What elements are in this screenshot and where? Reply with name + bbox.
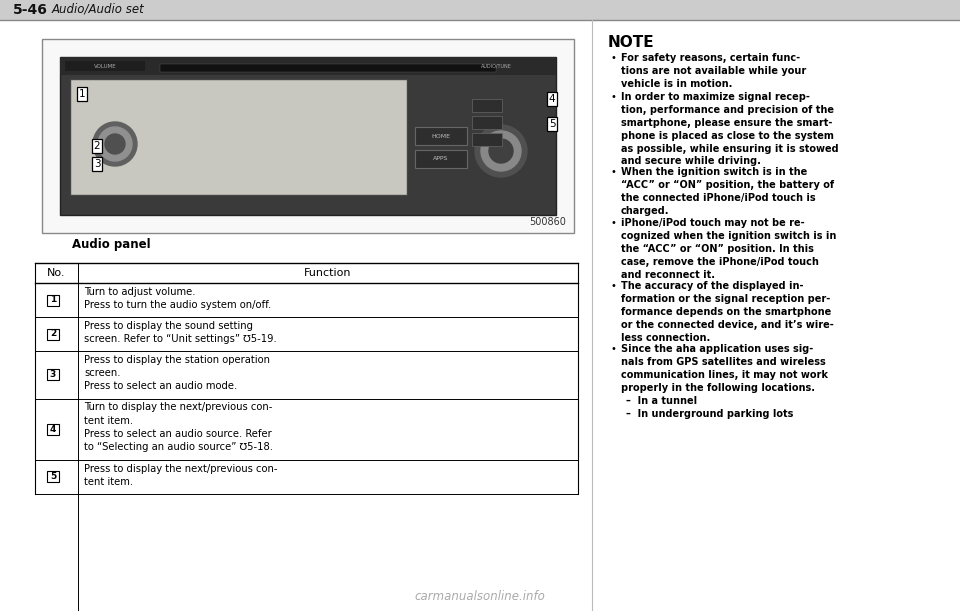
Text: APPS: APPS bbox=[433, 156, 448, 161]
Bar bbox=[47, 369, 59, 380]
Text: NOTE: NOTE bbox=[608, 35, 655, 50]
Circle shape bbox=[481, 131, 521, 171]
Text: In order to maximize signal recep-
tion, performance and precision of the
smartp: In order to maximize signal recep- tion,… bbox=[621, 92, 839, 166]
Text: iPhone/iPod touch may not be re-
cognized when the ignition switch is in
the “AC: iPhone/iPod touch may not be re- cognize… bbox=[621, 218, 836, 280]
Bar bbox=[472, 99, 502, 112]
Text: Audio panel: Audio panel bbox=[72, 238, 151, 251]
Text: Since the aha application uses sig-
nals from GPS satellites and wireless
commun: Since the aha application uses sig- nals… bbox=[621, 345, 828, 393]
Text: For safety reasons, certain func-
tions are not available while your
vehicle is : For safety reasons, certain func- tions … bbox=[621, 53, 806, 89]
Bar bbox=[60, 57, 556, 75]
Text: No.: No. bbox=[47, 268, 65, 278]
Text: 3: 3 bbox=[94, 159, 100, 169]
Text: 2: 2 bbox=[50, 329, 56, 338]
Text: carmanualsonline.info: carmanualsonline.info bbox=[415, 590, 545, 603]
Bar bbox=[47, 329, 59, 340]
Text: Press to display the station operation
screen.
Press to select an audio mode.: Press to display the station operation s… bbox=[84, 355, 270, 391]
Text: 5: 5 bbox=[549, 119, 555, 129]
Bar bbox=[0, 0, 960, 19]
Text: •: • bbox=[610, 167, 616, 177]
Text: •: • bbox=[610, 53, 616, 63]
Text: 4: 4 bbox=[549, 94, 555, 104]
Bar bbox=[415, 150, 467, 168]
Text: –  In a tunnel: – In a tunnel bbox=[626, 395, 697, 406]
Text: 500860: 500860 bbox=[529, 217, 566, 227]
Text: 4: 4 bbox=[50, 425, 57, 433]
Circle shape bbox=[105, 134, 125, 154]
Text: –  In underground parking lots: – In underground parking lots bbox=[626, 409, 793, 419]
Text: Audio/Audio set: Audio/Audio set bbox=[52, 3, 145, 16]
Text: •: • bbox=[610, 218, 616, 229]
Text: •: • bbox=[610, 282, 616, 291]
Bar bbox=[160, 64, 496, 72]
Text: Press to display the next/previous con-
tent item.: Press to display the next/previous con- … bbox=[84, 464, 277, 486]
Text: Press to display the sound setting
screen. Refer to “Unit settings” ℧5-19.: Press to display the sound setting scree… bbox=[84, 321, 276, 344]
Bar bbox=[60, 57, 556, 215]
Text: 1: 1 bbox=[50, 296, 56, 304]
Text: 2: 2 bbox=[94, 141, 100, 151]
Text: The accuracy of the displayed in-
formation or the signal reception per-
formanc: The accuracy of the displayed in- format… bbox=[621, 282, 833, 343]
Circle shape bbox=[98, 127, 132, 161]
Text: AUDIO/TUNE: AUDIO/TUNE bbox=[481, 64, 512, 68]
Bar bbox=[472, 116, 502, 129]
Circle shape bbox=[489, 139, 513, 163]
Bar bbox=[47, 471, 59, 482]
Text: When the ignition switch is in the
“ACC” or “ON” position, the battery of
the co: When the ignition switch is in the “ACC”… bbox=[621, 167, 834, 216]
Bar bbox=[47, 295, 59, 306]
Circle shape bbox=[93, 122, 137, 166]
Text: HOME: HOME bbox=[431, 133, 450, 139]
Text: Function: Function bbox=[304, 268, 351, 278]
Bar bbox=[70, 79, 407, 195]
Bar bbox=[472, 133, 502, 146]
Text: 5-46: 5-46 bbox=[13, 2, 48, 16]
Text: VOLUME: VOLUME bbox=[94, 64, 116, 68]
Text: 5: 5 bbox=[50, 472, 56, 481]
Text: •: • bbox=[610, 92, 616, 103]
Text: 1: 1 bbox=[79, 89, 85, 99]
Circle shape bbox=[475, 125, 527, 177]
Text: Turn to display the next/previous con-
tent item.
Press to select an audio sourc: Turn to display the next/previous con- t… bbox=[84, 403, 273, 452]
Bar bbox=[415, 127, 467, 145]
Text: •: • bbox=[610, 345, 616, 354]
Bar bbox=[47, 423, 59, 434]
Text: Turn to adjust volume.
Press to turn the audio system on/off.: Turn to adjust volume. Press to turn the… bbox=[84, 287, 272, 310]
Bar bbox=[42, 39, 574, 233]
Text: 3: 3 bbox=[50, 370, 56, 379]
Bar bbox=[65, 61, 145, 71]
